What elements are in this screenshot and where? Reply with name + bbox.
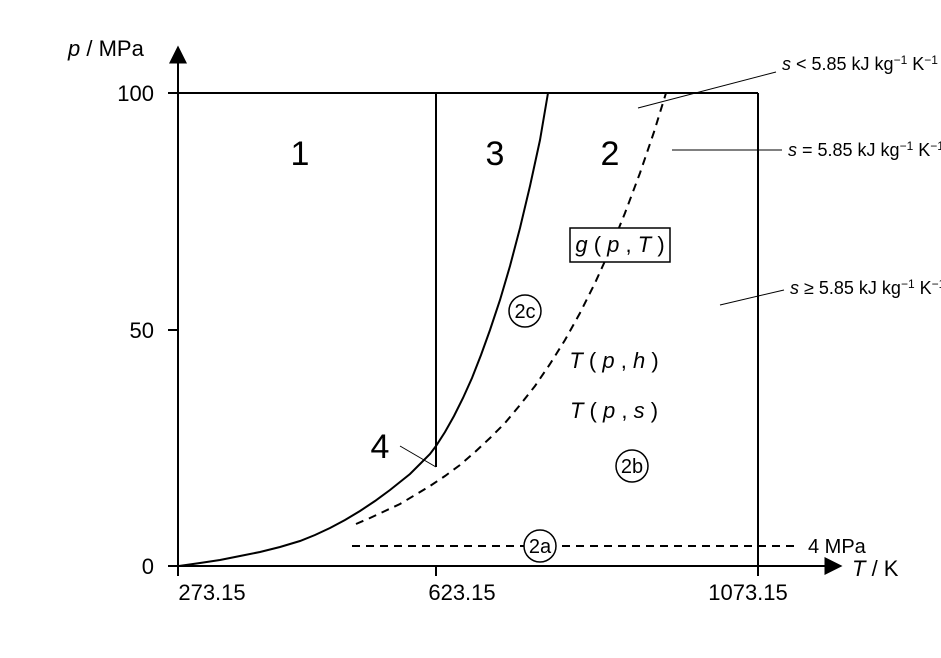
yticklabel-0: 0 [142,554,154,579]
badge-2b-text: 2b [621,456,643,478]
callout-seq-text: s = 5.85 kJ kg−1 K−1 [788,139,941,160]
badge-2a-text: 2a [529,536,552,558]
callout-slt-text: s < 5.85 kJ kg−1 K−1 [782,53,938,74]
callout-sge-text: s ≥ 5.85 kJ kg−1 K−1 [790,277,941,298]
xticklabel-62315: 623.15 [428,580,495,605]
xticklabel-107315: 1073.15 [708,580,788,605]
region-4-leader [400,446,436,467]
y-axis-title: p / MPa [67,36,145,61]
x-axis-title: T / K [852,556,899,581]
callout-sge-line [720,290,784,305]
four-mpa-label: 4 MPa [808,536,867,558]
region-2-label: 2 [601,135,620,173]
xticklabel-27315: 273.15 [178,580,245,605]
tph-func-label: T ( p , h ) [569,348,658,373]
region-3-label: 3 [486,135,505,173]
yticklabel-50: 50 [130,318,154,343]
region-4-label: 4 [371,428,390,466]
region-1-label: 1 [291,135,310,173]
yticklabel-100: 100 [117,81,154,106]
badge-2c-text: 2c [514,301,535,323]
callout-slt-line [638,72,776,108]
tps-func-label: T ( p , s ) [570,398,658,423]
g-func-label: g ( p , T ) [575,232,664,257]
phase-diagram: 0 50 100 273.15 623.15 1073.15 4 MPa 1 3… [0,0,941,658]
